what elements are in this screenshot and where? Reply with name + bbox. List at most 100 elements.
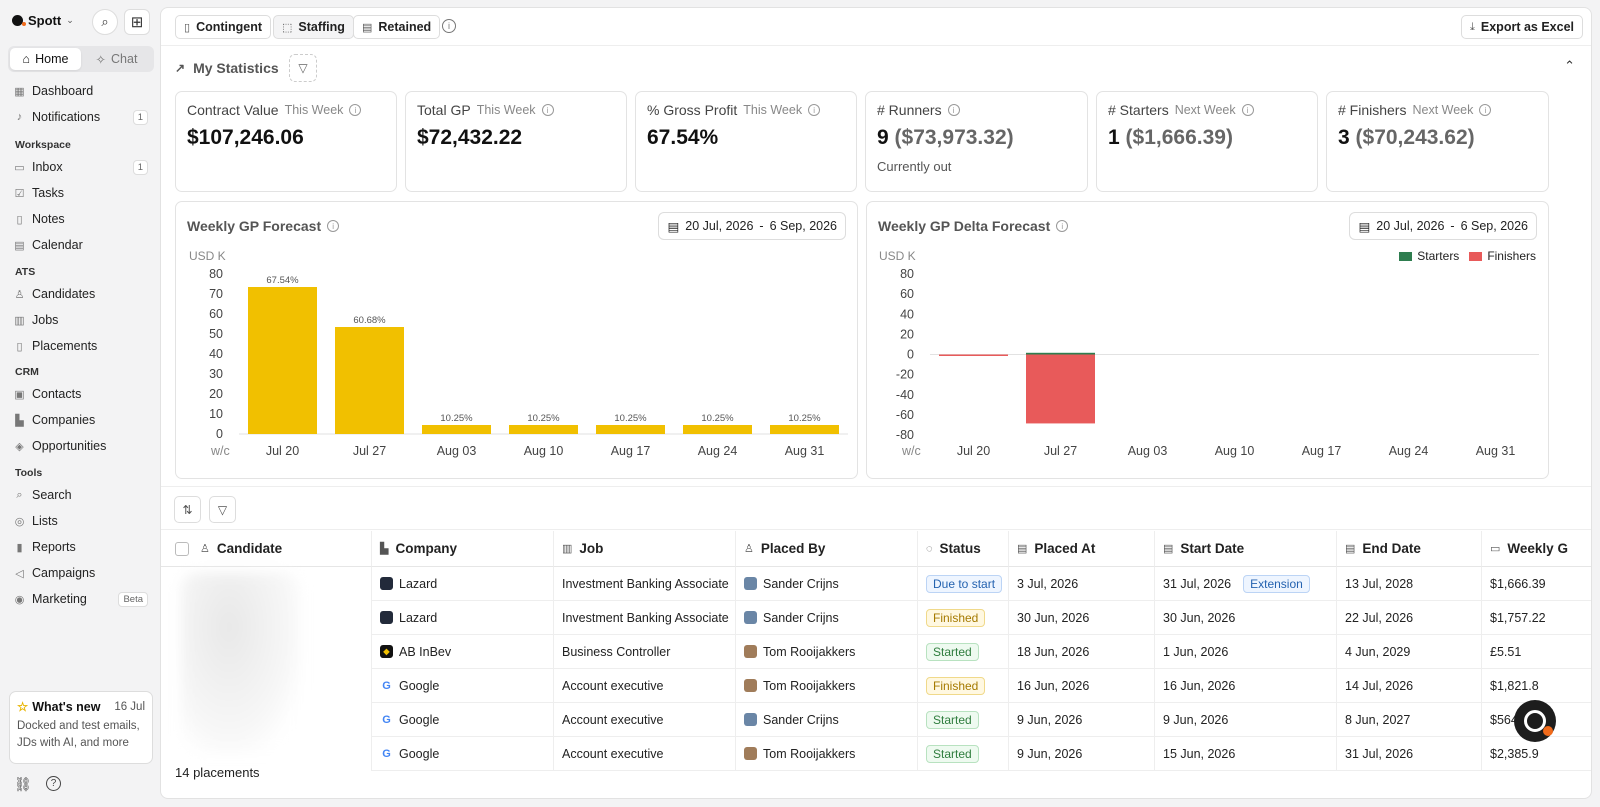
link-icon[interactable]: ⛓ bbox=[14, 776, 32, 792]
chart-title: Weekly GP Forecast bbox=[187, 218, 322, 234]
cell-end-date: 14 Jul, 2026 bbox=[1337, 669, 1482, 703]
sidebar-item-opportunities[interactable]: ◈ Opportunities bbox=[15, 439, 107, 453]
stats-filter-button[interactable]: ▽ bbox=[289, 54, 317, 82]
help-icon[interactable]: ? bbox=[46, 776, 61, 791]
job-title: Investment Banking Associate bbox=[562, 610, 729, 625]
th-placed-by[interactable]: ♙ Placed By bbox=[736, 531, 918, 567]
sidebar-item-search[interactable]: ⌕ Search bbox=[14, 484, 148, 506]
sidebar-item-calendar[interactable]: ▤ Calendar bbox=[14, 238, 83, 252]
cell-company[interactable]: Lazard bbox=[372, 601, 554, 635]
lazard-logo-icon bbox=[380, 577, 393, 590]
date-range-picker[interactable]: ▤ 20 Jul, 2026-6 Sep, 2026 bbox=[658, 212, 846, 240]
workspace-switcher[interactable]: Spott ⌄ bbox=[12, 13, 74, 28]
google-logo-icon: G bbox=[382, 747, 391, 760]
section-crm: CRM bbox=[15, 366, 39, 378]
new-item-icon[interactable]: ⊞ bbox=[124, 9, 150, 35]
tab-chat[interactable]: ✧ Chat bbox=[95, 52, 138, 67]
cell-company[interactable]: G Google bbox=[372, 703, 554, 737]
column-label: End Date bbox=[1362, 541, 1421, 556]
bar[interactable] bbox=[683, 425, 752, 434]
info-icon[interactable]: i bbox=[1056, 220, 1069, 232]
bar-starters[interactable] bbox=[1026, 352, 1095, 355]
sidebar-item-notes[interactable]: ▯ Notes bbox=[14, 208, 148, 230]
y-tick-label: 80 bbox=[209, 267, 223, 281]
x-tick-label: Aug 10 bbox=[524, 444, 564, 458]
legend-starters[interactable]: Starters bbox=[1399, 249, 1459, 263]
info-icon[interactable]: i bbox=[947, 104, 960, 116]
th-end-date[interactable]: ▤ End Date bbox=[1337, 531, 1482, 567]
sort-icon: ⇅ bbox=[182, 502, 193, 517]
column-label: Job bbox=[579, 541, 604, 556]
dashed-square-icon: ⬚ bbox=[282, 21, 293, 34]
bar[interactable] bbox=[509, 425, 578, 434]
sidebar-item-inbox[interactable]: ▭ Inbox 1 bbox=[14, 156, 148, 178]
y-tick-label: -80 bbox=[896, 428, 914, 442]
sidebar-item-tasks[interactable]: ☑ Tasks bbox=[14, 186, 64, 200]
cell-company[interactable]: ◆ AB InBev bbox=[372, 635, 554, 669]
sidebar-item-marketing[interactable]: ◉ Marketing Beta bbox=[14, 588, 148, 610]
tab-contingent[interactable]: ▯ Contingent bbox=[175, 15, 272, 39]
bar[interactable] bbox=[248, 287, 317, 434]
whats-new-card[interactable]: ☆ What's new 16 Jul Docked and test emails… bbox=[9, 691, 153, 764]
sidebar-item-companies[interactable]: ▙ Companies bbox=[15, 413, 96, 427]
filter-button[interactable]: ▽ bbox=[209, 496, 236, 523]
cell-candidate bbox=[161, 601, 372, 635]
cell-company[interactable]: G Google bbox=[372, 669, 554, 703]
sidebar-item-placements[interactable]: ▯ Placements bbox=[14, 335, 148, 357]
tab-staffing[interactable]: ⬚ Staffing bbox=[273, 15, 354, 39]
tab-retained[interactable]: ▤ Retained bbox=[353, 15, 441, 39]
th-placed-at[interactable]: ▤ Placed At bbox=[1009, 531, 1155, 567]
info-icon[interactable]: i bbox=[349, 104, 362, 116]
bar-finishers[interactable] bbox=[939, 354, 1008, 357]
support-chat-button[interactable] bbox=[1514, 700, 1556, 742]
info-icon[interactable]: i bbox=[1479, 104, 1492, 116]
cell-company[interactable]: Lazard bbox=[372, 567, 554, 601]
sidebar-item-candidates[interactable]: ♙ Candidates bbox=[14, 287, 96, 301]
select-all-checkbox[interactable] bbox=[175, 541, 189, 556]
card-contract-value: Contract Value This Week i $107,246.06 bbox=[175, 91, 397, 192]
sidebar-item-reports[interactable]: ▮ Reports bbox=[14, 536, 148, 558]
sidebar-item-campaigns[interactable]: ◁ Campaigns bbox=[15, 566, 96, 580]
th-job[interactable]: ▥ Job bbox=[554, 531, 736, 567]
status-badge: Started bbox=[926, 710, 979, 729]
th-weekly-gp[interactable]: ▭ Weekly G bbox=[1482, 531, 1591, 567]
legend-finishers[interactable]: Finishers bbox=[1469, 249, 1536, 263]
th-company[interactable]: ▙ Company bbox=[372, 531, 554, 567]
tab-home[interactable]: ⌂ Home bbox=[10, 48, 81, 70]
info-icon[interactable]: i bbox=[808, 104, 821, 116]
bar[interactable] bbox=[770, 425, 839, 434]
bar[interactable] bbox=[422, 425, 491, 434]
date-range-picker[interactable]: ▤ 20 Jul, 2026-6 Sep, 2026 bbox=[1349, 212, 1537, 240]
collapse-chevron-icon[interactable]: ⌃ bbox=[1564, 58, 1575, 73]
cell-company[interactable]: G Google bbox=[372, 737, 554, 771]
y-tick-label: 60 bbox=[900, 287, 914, 301]
th-status[interactable]: ◌ Status bbox=[918, 531, 1009, 567]
sort-button[interactable]: ⇅ bbox=[174, 496, 201, 523]
info-icon[interactable]: i bbox=[1241, 104, 1254, 116]
sidebar-item-notifications[interactable]: ♪ Notifications 1 bbox=[14, 106, 148, 128]
search-icon[interactable]: ⌕ bbox=[92, 9, 118, 35]
sidebar-item-lists[interactable]: ◎ Lists bbox=[14, 514, 58, 528]
clipboard-icon: ▥ bbox=[562, 543, 573, 555]
bar-finishers[interactable] bbox=[1026, 354, 1095, 424]
user-icon: ♙ bbox=[744, 543, 754, 555]
export-excel-button[interactable]: ⤓ Export as Excel bbox=[1461, 15, 1583, 39]
card-gross-profit: % Gross Profit This Week i 67.54% bbox=[635, 91, 857, 192]
sidebar-item-jobs[interactable]: ▥ Jobs bbox=[14, 313, 59, 327]
cell-candidate bbox=[161, 635, 372, 669]
whats-new-text: Docked and test emails, JDs with AI, and… bbox=[17, 720, 140, 749]
bar[interactable] bbox=[335, 327, 404, 434]
info-icon[interactable]: i bbox=[327, 220, 340, 232]
money-icon: ▭ bbox=[1490, 543, 1501, 555]
bar[interactable] bbox=[596, 425, 665, 434]
y-tick-label: 0 bbox=[907, 348, 914, 362]
x-tick-label: Aug 17 bbox=[1302, 444, 1342, 458]
end-date: 13 Jul, 2028 bbox=[1345, 576, 1414, 591]
th-candidate[interactable]: ♙ Candidate bbox=[161, 531, 372, 567]
weekly-gp-forecast-chart: USD K 0 10 20 30 40 50 60 70 80 w/c 67.54% Jul 20 60.… bbox=[189, 249, 848, 458]
info-icon[interactable]: i bbox=[541, 104, 554, 116]
info-icon[interactable]: i bbox=[442, 19, 456, 33]
sidebar-item-contacts[interactable]: ▣ Contacts bbox=[14, 387, 82, 401]
th-start-date[interactable]: ▤ Start Date bbox=[1155, 531, 1337, 567]
sidebar-item-dashboard[interactable]: ▦ Dashboard bbox=[14, 84, 94, 98]
